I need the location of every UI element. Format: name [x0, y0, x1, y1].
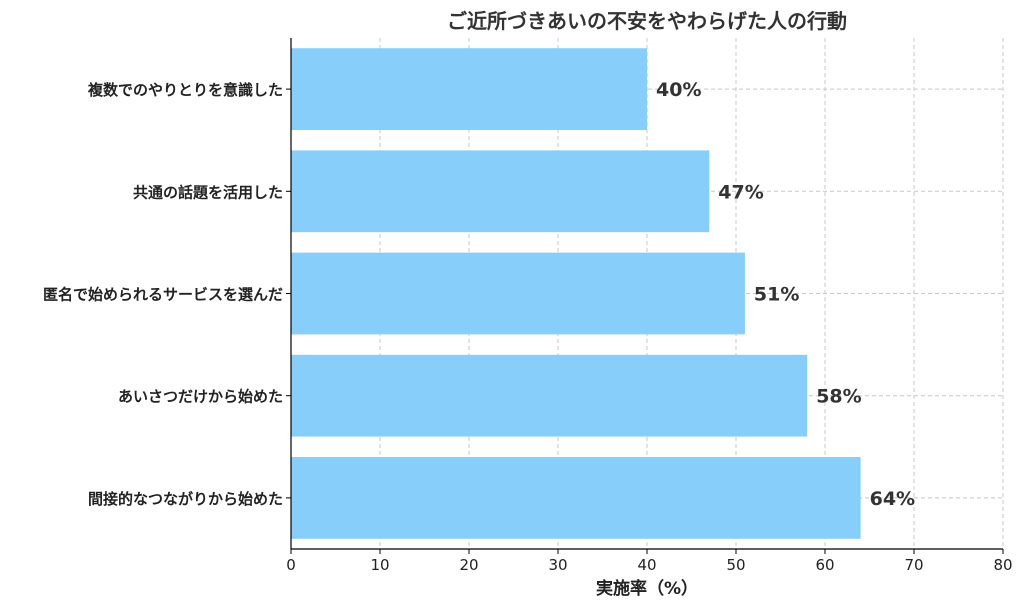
- bar: [291, 354, 808, 437]
- bar: [291, 48, 647, 130]
- x-tick-label: 20: [459, 556, 478, 574]
- x-tick-label: 30: [548, 556, 567, 574]
- bar-value-label: 47%: [718, 181, 763, 203]
- x-tick-label: 60: [815, 556, 834, 574]
- labels: 0 10 20 30 40 50 60 70 80 複数でのやりとりを意識した 40% 共通の話題を活…: [43, 79, 1013, 574]
- x-tick-label: 50: [726, 556, 745, 574]
- axes: [286, 38, 1004, 554]
- bar: [291, 252, 745, 335]
- bar-value-label: 64%: [870, 488, 915, 510]
- category-label: 複数でのやりとりを意識した: [87, 81, 283, 99]
- bar-value-label: 40%: [656, 79, 701, 101]
- category-label: 匿名で始められるサービスを選んだ: [43, 286, 283, 304]
- bar: [291, 457, 861, 539]
- bar-value-label: 58%: [816, 386, 861, 408]
- x-tick-label: 10: [370, 556, 389, 574]
- bars: [291, 48, 861, 539]
- x-tick-label: 0: [286, 556, 296, 574]
- x-axis-title: 実施率（%）: [596, 578, 698, 599]
- category-label: あいさつだけから始めた: [118, 388, 283, 406]
- chart-title: ご近所づきあいの不安をやわらげた人の行動: [447, 9, 847, 33]
- bar-value-label: 51%: [754, 284, 799, 306]
- x-tick-label: 40: [637, 556, 656, 574]
- x-tick-label: 70: [904, 556, 923, 574]
- bar: [291, 150, 710, 233]
- category-label: 共通の話題を活用した: [133, 183, 283, 201]
- x-tick-label: 80: [993, 556, 1012, 574]
- category-label: 間接的なつながりから始めた: [88, 490, 283, 508]
